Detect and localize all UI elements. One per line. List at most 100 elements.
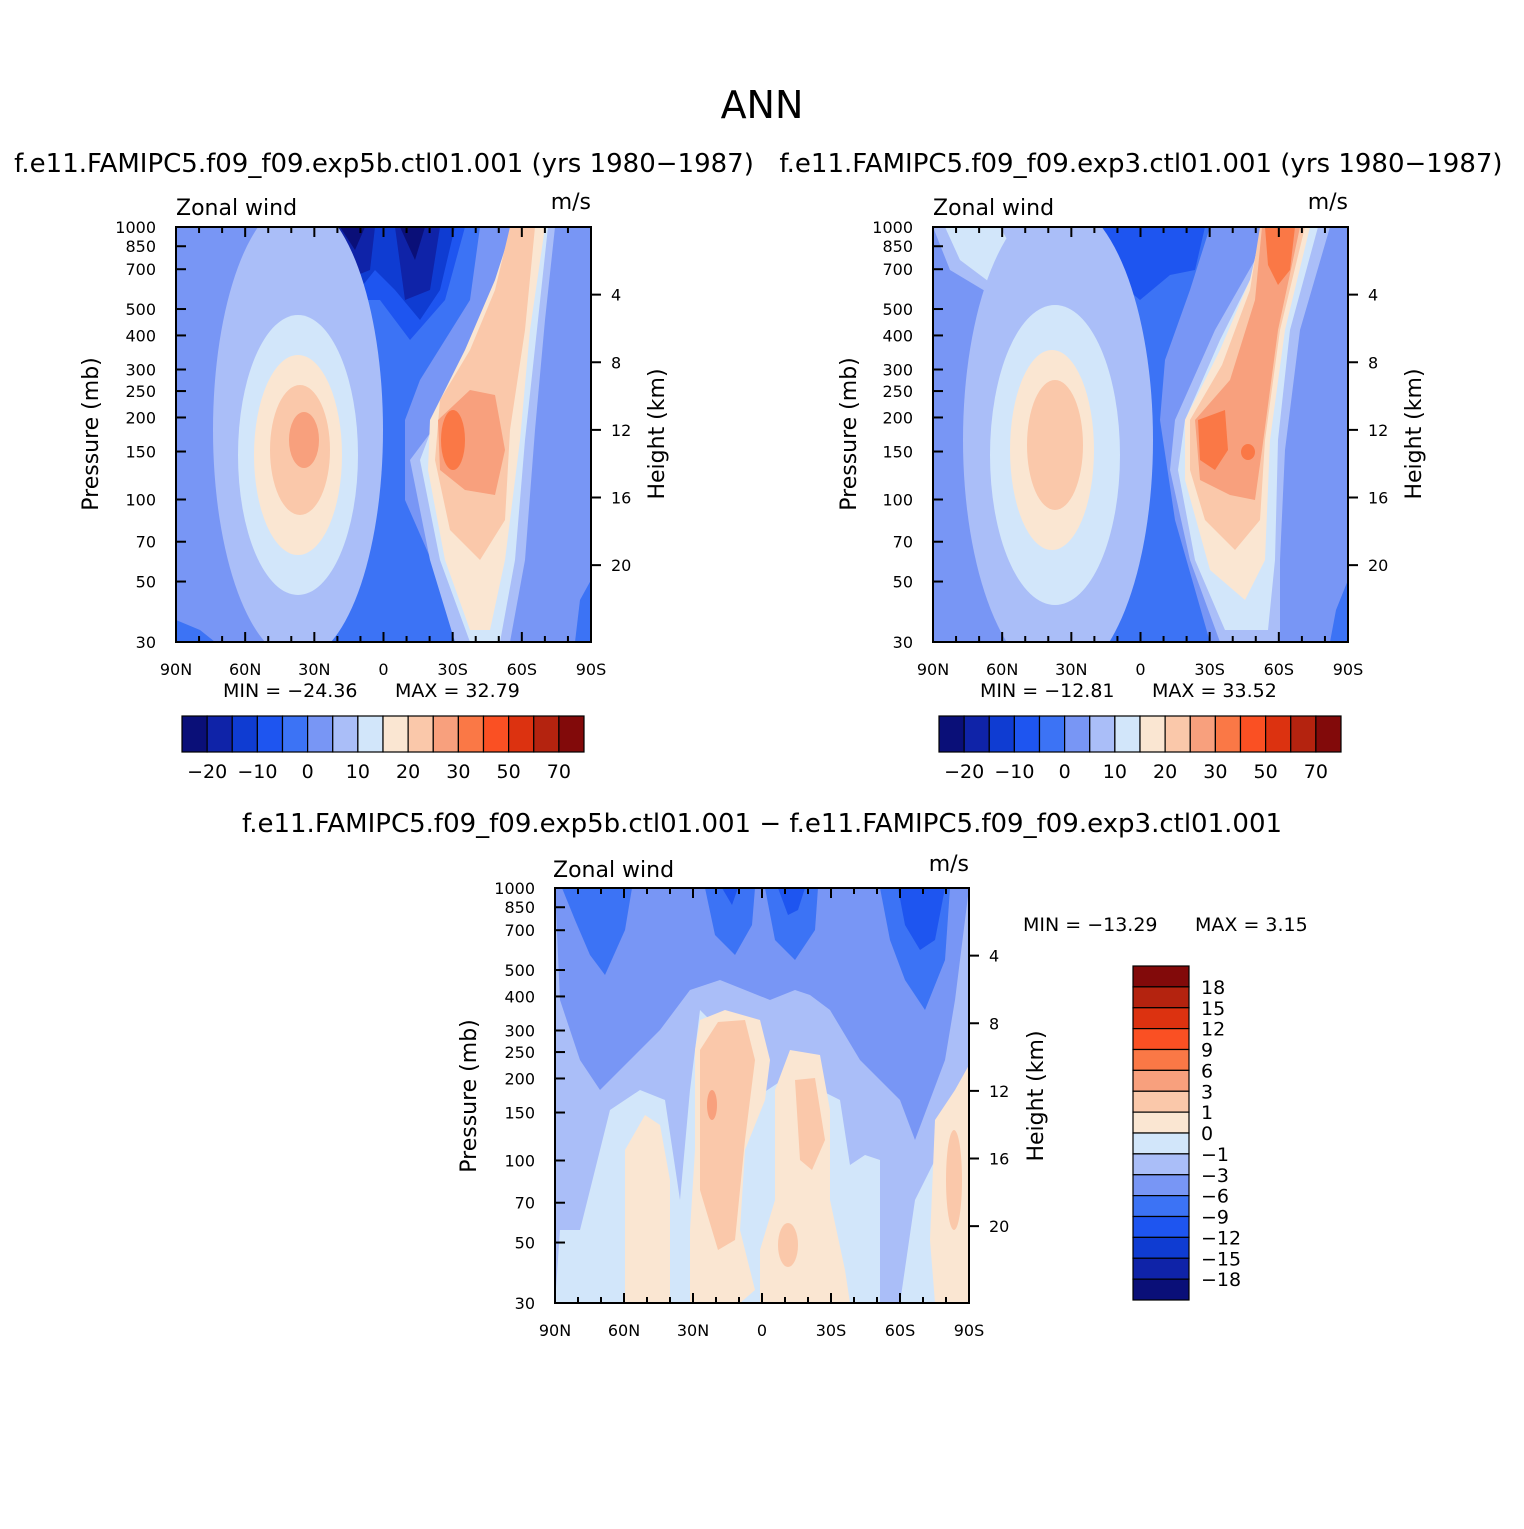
panel-2-colorbar: −20 −10 0 10 20 30 50 70 [938,715,1342,783]
panel-1-y2label: Height (km) [645,368,670,499]
pressure-tick-label: 150 [504,1104,535,1123]
lat-tick-label: 60S [885,1321,916,1340]
pressure-tick-label: 1000 [115,218,156,237]
colorbar-label: −12 [1201,1227,1241,1249]
height-tick-label: 20 [989,1217,1009,1236]
colorbar-label: 30 [1203,761,1227,783]
lat-tick-label: 90N [160,660,192,679]
panel-3-field-label: Zonal wind [553,858,674,883]
height-tick-label: 16 [611,489,631,508]
colorbar-swatch [1132,1090,1190,1113]
panel-3-ylabel: Pressure (mb) [457,1019,482,1173]
colorbar-label: −6 [1201,1186,1229,1208]
colorbar-swatch [407,715,434,753]
lat-tick-label: 60N [229,660,261,679]
panel-2-y2label: Height (km) [1402,368,1427,499]
lat-tick-label: 30S [816,1321,847,1340]
pressure-tick-label: 500 [504,961,535,980]
panel-3: f.e11.FAMIPC5.f09_f09.exp5b.ctl01.001 − … [242,809,1308,1340]
lat-tick-label: 30S [1194,660,1225,679]
panel-1-contour-field [176,227,591,642]
panel-2-ylabel: Pressure (mb) [837,357,862,511]
colorbar-swatch [1139,715,1166,753]
panel-1-max-label: MAX = 32.79 [395,680,520,702]
colorbar-swatch [307,715,334,753]
pressure-tick-label: 250 [882,382,913,401]
panel-3-y2label: Height (km) [1024,1030,1049,1161]
panel-2-contour-field [933,227,1348,642]
pressure-tick-label: 70 [136,533,156,552]
colorbar-swatch [938,715,965,753]
colorbar-swatch [1189,715,1216,753]
colorbar-swatch [1265,715,1292,753]
height-tick-label: 4 [989,947,999,966]
colorbar-label: −20 [944,761,984,783]
lat-tick-label: 30N [677,1321,709,1340]
lat-tick-label: 60S [1264,660,1295,679]
lat-tick-label: 90N [539,1321,571,1340]
colorbar-swatch [1132,1278,1190,1301]
height-tick-label: 4 [611,286,621,305]
panel-2-max-label: MAX = 33.52 [1152,680,1277,702]
colorbar-label: 50 [497,761,521,783]
colorbar-swatch [1132,1111,1190,1134]
colorbar-label: 1 [1201,1102,1213,1124]
height-tick-label: 12 [989,1082,1009,1101]
colorbar-swatch [1164,715,1191,753]
colorbar-label: 15 [1201,998,1225,1020]
lat-tick-label: 90S [954,1321,985,1340]
pressure-tick-label: 500 [125,300,156,319]
lat-tick-label: 60N [608,1321,640,1340]
height-tick-label: 8 [989,1014,999,1033]
colorbar-label: −15 [1201,1248,1241,1270]
colorbar-label: −3 [1201,1165,1229,1187]
panel-1: f.e11.FAMIPC5.f09_f09.exp5b.ctl01.001 (y… [14,149,754,783]
pressure-tick-label: 30 [515,1294,535,1313]
colorbar-label: −10 [994,761,1034,783]
colorbar-label: 10 [346,761,370,783]
colorbar-label: 30 [446,761,470,783]
pressure-tick-label: 70 [893,533,913,552]
pressure-tick-label: 400 [882,326,913,345]
pressure-tick-label: 30 [136,633,156,652]
panel-2-min-label: MIN = −12.81 [980,680,1115,702]
colorbar-swatch [432,715,459,753]
colorbar-swatch [1315,715,1342,753]
colorbar-label: 18 [1201,977,1225,999]
panel-2-units-label: m/s [1308,190,1348,215]
colorbar-swatch [231,715,258,753]
colorbar-swatch [1132,1236,1190,1259]
colorbar-swatch [1114,715,1141,753]
colorbar-label: 0 [302,761,314,783]
panel-3-min-label: MIN = −13.29 [1023,914,1158,936]
lat-tick-label: 0 [1135,660,1145,679]
colorbar-label: 50 [1254,761,1278,783]
colorbar-swatch [1214,715,1242,753]
pressure-tick-label: 30 [893,633,913,652]
lat-tick-label: 0 [378,660,388,679]
panel-3-max-label: MAX = 3.15 [1195,914,1308,936]
colorbar-swatch [1132,1132,1190,1155]
colorbar-swatch [1132,1069,1190,1092]
lat-tick-label: 0 [757,1321,767,1340]
colorbar-label: −20 [187,761,227,783]
colorbar-label: 6 [1201,1060,1213,1082]
panel-1-field-label: Zonal wind [176,196,297,221]
pressure-tick-label: 50 [515,1234,535,1253]
colorbar-swatch [457,715,485,753]
colorbar-swatch [1132,1007,1190,1030]
colorbar-swatch [1290,715,1317,753]
colorbar-label: 70 [1304,761,1328,783]
pressure-tick-label: 300 [125,360,156,379]
colorbar-swatch [1132,986,1190,1009]
height-tick-label: 12 [1368,421,1388,440]
colorbar-label: −10 [237,761,277,783]
pressure-tick-label: 200 [125,408,156,427]
pressure-tick-label: 70 [515,1194,535,1213]
colorbar-swatch [1132,1153,1190,1176]
colorbar-swatch [533,715,560,753]
colorbar-swatch [181,715,208,753]
panel-3-contour-field [555,888,969,1303]
pressure-tick-label: 1000 [872,218,913,237]
pressure-tick-label: 200 [882,408,913,427]
